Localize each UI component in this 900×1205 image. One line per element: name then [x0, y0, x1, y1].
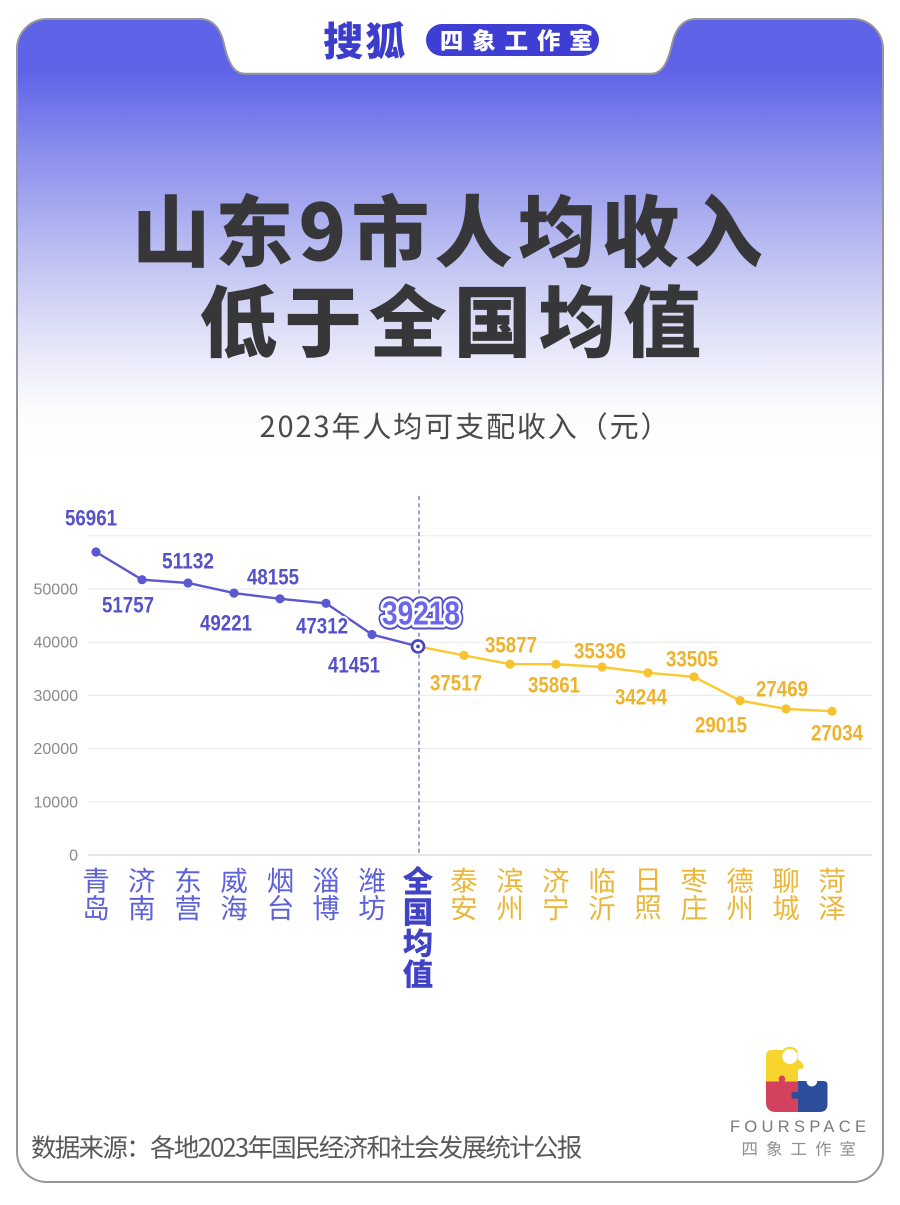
svg-text:51132: 51132 [162, 549, 214, 574]
svg-text:56961: 56961 [65, 506, 117, 531]
svg-text:35877: 35877 [485, 633, 537, 658]
svg-text:27469: 27469 [756, 677, 808, 702]
svg-text:39218: 39218 [382, 594, 460, 631]
svg-text:27034: 27034 [811, 721, 864, 746]
svg-text:0: 0 [69, 848, 78, 865]
svg-text:49221: 49221 [200, 611, 252, 636]
svg-text:39218: 39218 [382, 594, 460, 631]
svg-text:50000: 50000 [34, 582, 79, 599]
svg-text:FOURSPACE: FOURSPACE [730, 1118, 866, 1136]
svg-text:34244: 34244 [615, 685, 668, 710]
svg-text:33505: 33505 [666, 647, 718, 672]
svg-text:30000: 30000 [34, 688, 79, 705]
svg-text:35861: 35861 [528, 673, 580, 698]
svg-text:35336: 35336 [574, 639, 626, 664]
svg-text:39218: 39218 [382, 594, 460, 631]
svg-text:37517: 37517 [430, 671, 482, 696]
svg-text:41451: 41451 [328, 653, 380, 678]
svg-text:40000: 40000 [34, 635, 79, 652]
svg-text:10000: 10000 [34, 794, 79, 811]
svg-text:48155: 48155 [247, 565, 299, 590]
svg-text:29015: 29015 [695, 713, 747, 738]
svg-text:20000: 20000 [34, 741, 79, 758]
svg-text:51757: 51757 [102, 593, 154, 618]
svg-text:47312: 47312 [296, 614, 348, 639]
